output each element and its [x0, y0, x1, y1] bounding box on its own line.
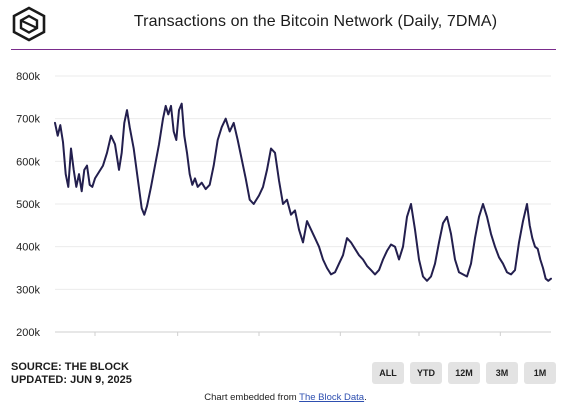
- y-tick-label: 300k: [16, 284, 40, 296]
- updated-label: UPDATED: JUN 9, 2025: [11, 374, 132, 386]
- chart-title: Transactions on the Bitcoin Network (Dai…: [133, 13, 498, 30]
- y-tick-label: 800k: [16, 71, 40, 83]
- y-tick-label: 400k: [16, 242, 40, 254]
- header-divider: [11, 49, 556, 50]
- source-block: SOURCE: THE BLOCK UPDATED: JUN 9, 2025: [11, 361, 132, 387]
- range-button-12m[interactable]: 12M: [448, 362, 480, 384]
- range-button-group: ALL YTD 12M 3M 1M: [372, 362, 556, 384]
- range-button-3m[interactable]: 3M: [486, 362, 518, 384]
- y-tick-label: 200k: [16, 327, 40, 339]
- embed-prefix: Chart embedded from: [204, 392, 300, 403]
- range-button-ytd[interactable]: YTD: [410, 362, 442, 384]
- y-axis-tick-labels: 200k 300k 400k 500k 600k 700k 800k: [16, 71, 40, 339]
- embed-credit: Chart embedded from The Block Data.: [0, 392, 571, 403]
- y-tick-label: 600k: [16, 156, 40, 168]
- y-tick-label: 700k: [16, 114, 40, 126]
- transactions-series-line: [54, 102, 552, 282]
- range-button-all[interactable]: ALL: [372, 362, 404, 384]
- range-button-1m[interactable]: 1M: [524, 362, 556, 384]
- y-tick-label: 500k: [16, 199, 40, 211]
- the-block-logo-icon: [12, 6, 46, 42]
- the-block-data-link[interactable]: The Block Data: [299, 392, 365, 403]
- grid-lines: [55, 75, 551, 336]
- source-label: SOURCE: THE BLOCK: [11, 361, 129, 373]
- embed-suffix: .: [364, 392, 367, 403]
